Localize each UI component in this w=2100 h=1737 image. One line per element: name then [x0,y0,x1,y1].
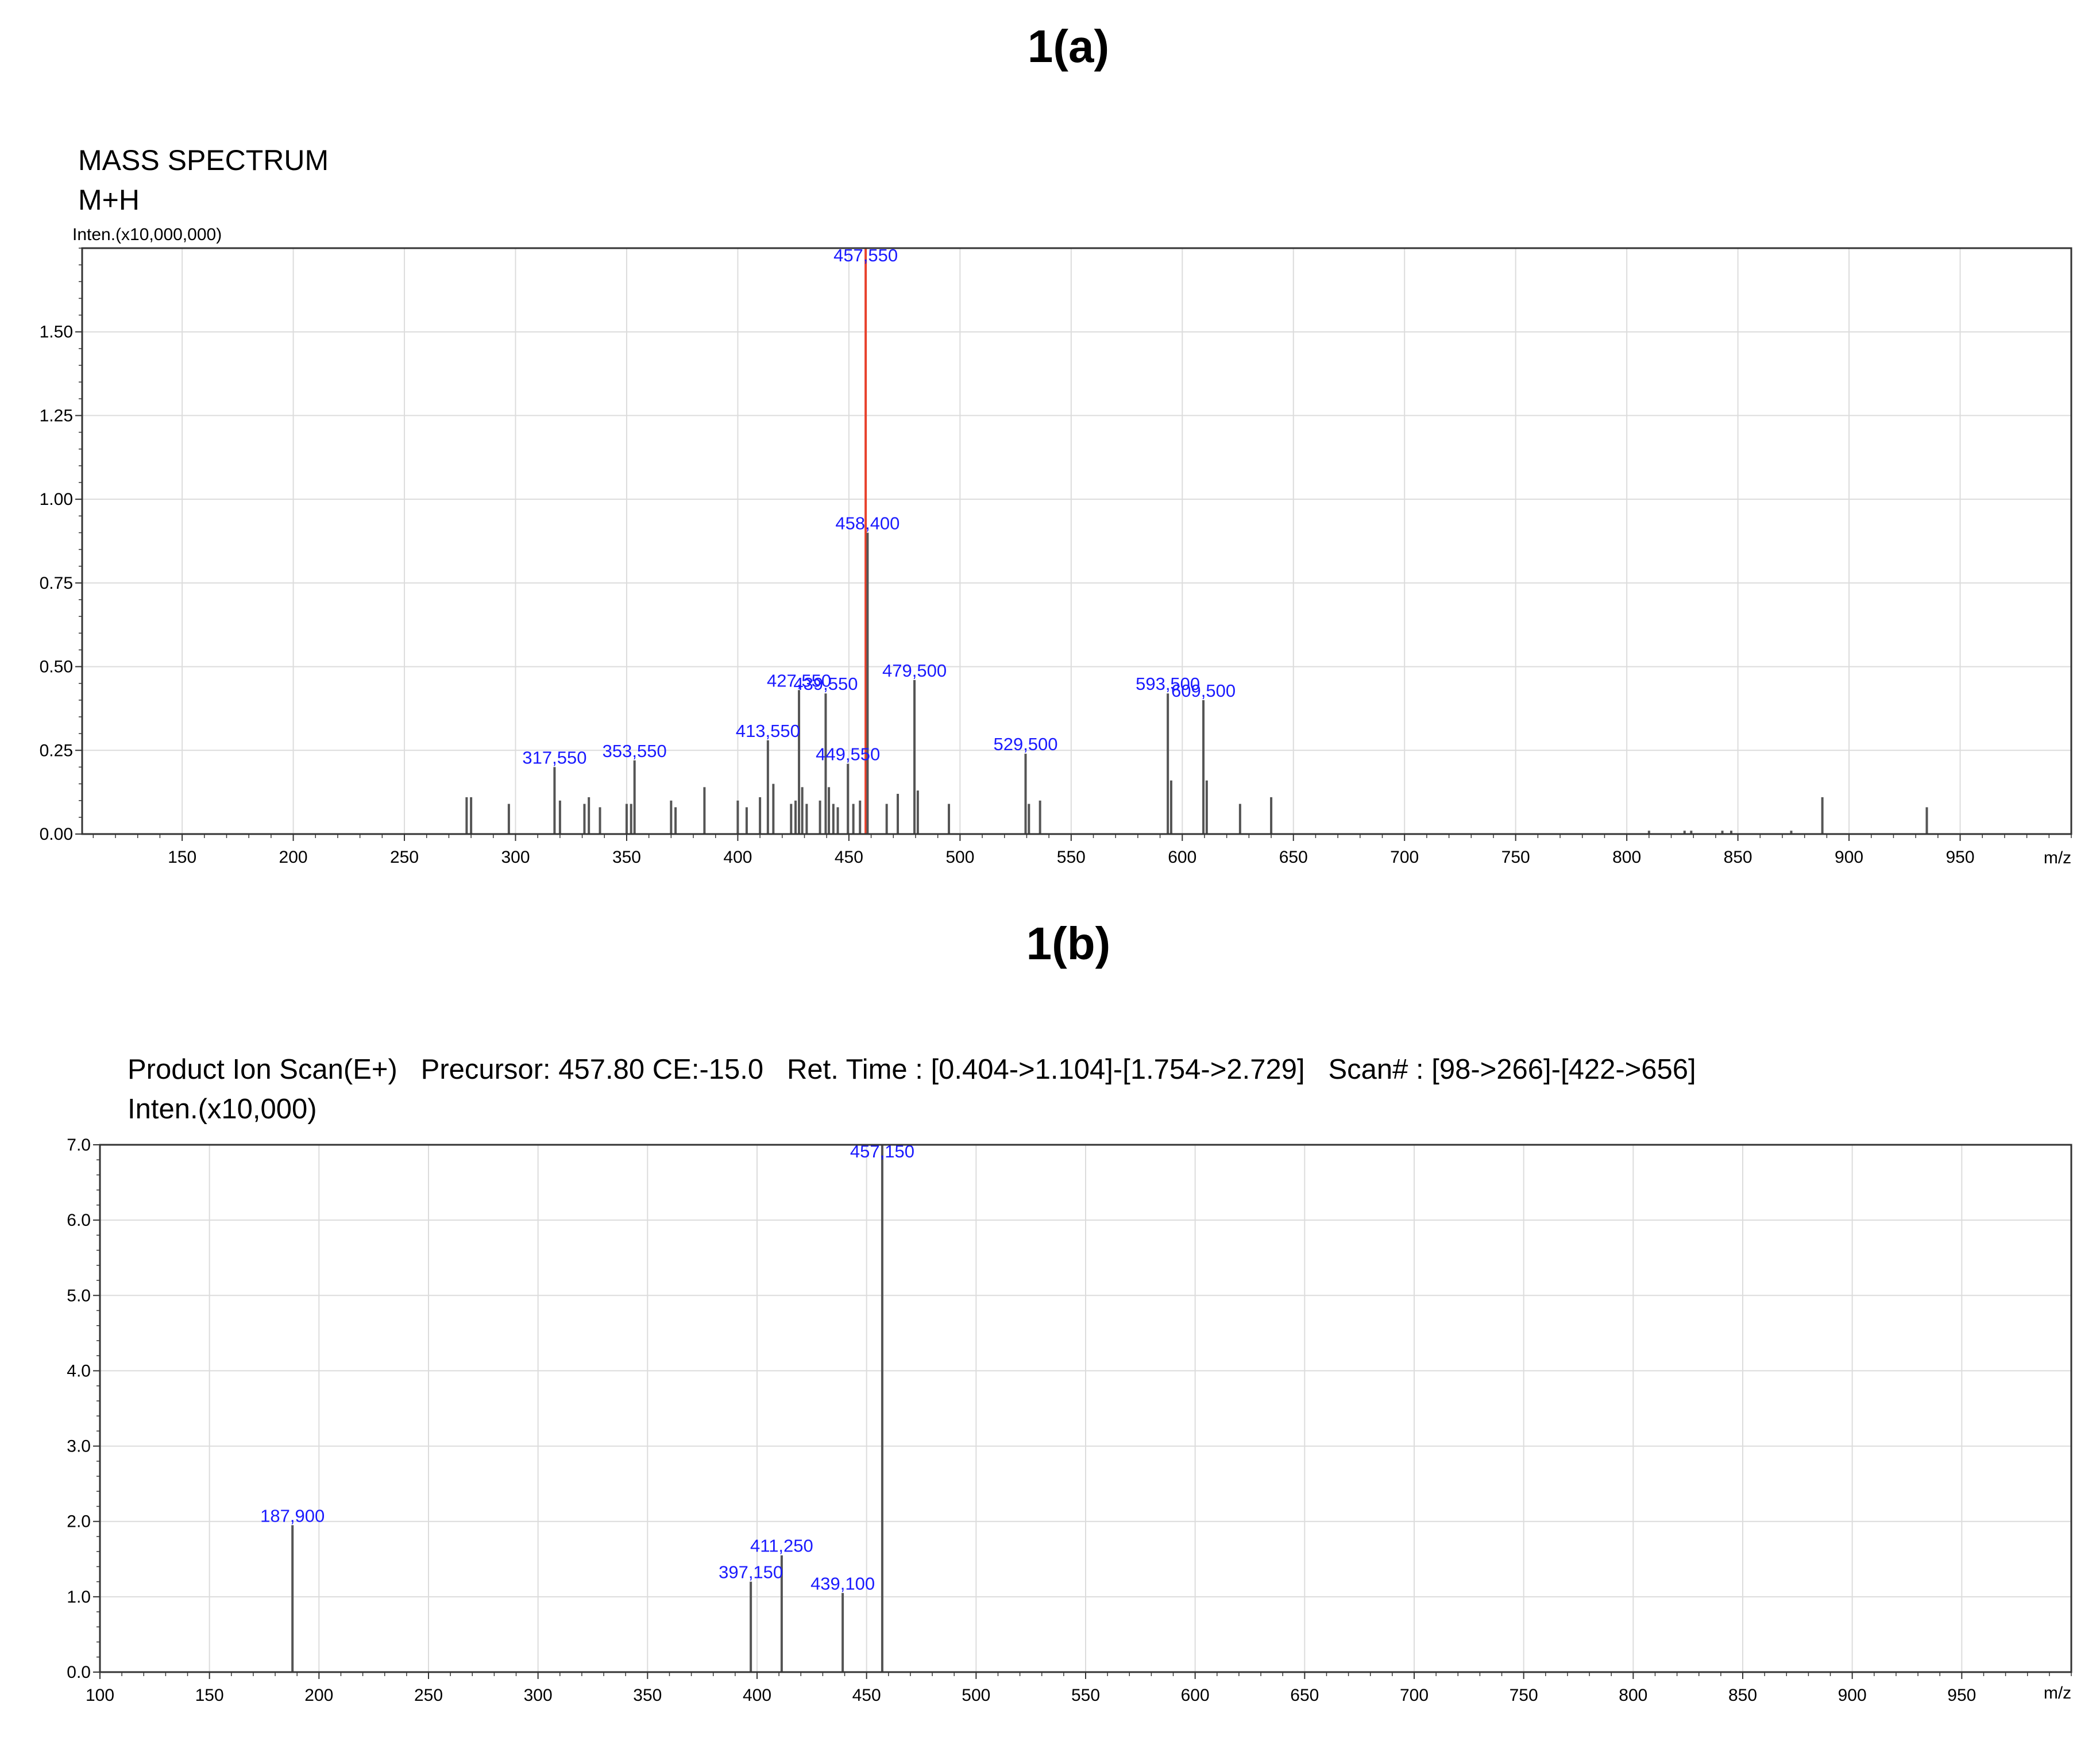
panel-a-gridlines [82,248,2071,834]
panel-b-x-tick-label: 450 [852,1686,881,1705]
panel-a-peak-label: 458,400 [835,513,900,533]
panel-a-x-tick-label: 600 [1168,848,1196,867]
panel-a-plot-frame [81,247,2072,835]
panel-b-x-tick-label: 850 [1728,1686,1757,1705]
panel-b-peak-label: 411,250 [750,1536,813,1556]
panel-b-x-axis-label: m/z [2044,1684,2071,1703]
panel-b-x-tick-label: 750 [1510,1686,1538,1705]
panel-b-y-tick-label: 7.0 [67,1136,91,1155]
panel-a-y-tick-label: 0.50 [40,658,73,677]
panel-b-x-tick-label: 700 [1400,1686,1429,1705]
panel-b-x-tick-label: 550 [1071,1686,1100,1705]
panel-b-y-axis-label: Inten.(x10,000) [128,1094,317,1125]
panel-b-y-tick-label: 6.0 [67,1211,91,1230]
panel-a-x-axis-label: m/z [2044,848,2071,867]
panel-a-x-ticks: 150 200 250 300 350 400 450 500 550 600 650 700 750 8… [92,834,2072,867]
panel-a-y-tick-label: 0.00 [40,825,73,844]
panel-a-y-tick-label: 0.25 [40,741,73,760]
panel-b-gridlines [99,1144,2071,1672]
panel-a-x-tick-label: 800 [1612,848,1641,867]
panel-b-y-ticks: 0.0 1.0 2.0 3.0 4.0 5.0 6.0 7.0 [67,1136,100,1682]
panel-a-y-tick-label: 1.25 [40,406,73,425]
panel-b-label: 1(b) [1026,918,1111,969]
panel-b-x-tick-label: 350 [633,1686,662,1705]
panel-b-x-tick-label: 150 [195,1686,224,1705]
panel-b-y-tick-label: 4.0 [67,1361,91,1380]
panel-b-x-tick-label: 300 [524,1686,553,1705]
panel-b-y-tick-label: 3.0 [67,1437,91,1456]
panel-a-y-ticks: 0.00 0.25 0.50 0.75 1.00 1.25 1.50 [40,248,82,844]
panel-a-peak-label: 479,500 [882,661,947,681]
panel-b-x-ticks: 100 150 200 250 300 350 400 450 500 550 600 650 700 7… [86,1672,2072,1705]
panel-a-y-axis-label: Inten.(x10,000,000) [72,225,222,244]
panel-a-y-tick-label: 1.00 [40,490,73,509]
panel-b-y-tick-label: 1.0 [67,1588,91,1607]
panel-a-x-tick-label: 150 [168,848,196,867]
panel-a-x-tick-label: 250 [390,848,419,867]
panel-b-peaks [291,1145,883,1672]
panel-b-y-tick-label: 5.0 [67,1286,91,1305]
panel-a-x-tick-label: 650 [1279,848,1308,867]
panel-a-peak-label: 593,500 [1136,674,1200,694]
panel-a-peak-label: 449,550 [816,744,880,765]
panel-b-peak-label: 187,900 [260,1506,325,1526]
panel-b-x-tick-label: 900 [1838,1686,1867,1705]
panel-a-peak-label: 427,550 [767,670,831,690]
panel-a-peak-label: 529,500 [993,734,1057,754]
panel-a-x-tick-label: 300 [501,848,530,867]
panel-b-x-tick-label: 200 [304,1686,333,1705]
panel-a-x-tick-label: 950 [1946,848,1975,867]
panel-a-x-tick-label: 350 [612,848,641,867]
panel-b-x-tick-label: 600 [1181,1686,1210,1705]
panel-b-title: Product Ion Scan(E+) Precursor: 457.80 C… [128,1054,1696,1085]
panel-b-peak-label: 397,150 [719,1562,783,1582]
panel-b-y-tick-label: 2.0 [67,1512,91,1531]
panel-b-x-tick-label: 250 [414,1686,443,1705]
panel-a-x-tick-label: 550 [1057,848,1086,867]
panel-a-peak-label: 317,550 [522,747,586,767]
panel-a-label: 1(a) [1028,21,1109,72]
panel-a-peak-label: 439,550 [793,674,858,694]
panel-a: 1(a) MASS SPECTRUM M+H Inten.(x10,000,00… [40,21,2072,867]
panel-b-x-tick-label: 950 [1947,1686,1976,1705]
panel-a-x-tick-label: 750 [1501,848,1530,867]
panel-a-x-tick-label: 850 [1724,848,1752,867]
panel-a-x-tick-label: 200 [279,848,308,867]
panel-a-title: MASS SPECTRUM [78,144,329,176]
panel-a-x-tick-label: 450 [835,848,863,867]
panel-a-subtitle: M+H [78,184,140,216]
panel-b-plot-frame [99,1144,2072,1673]
panel-a-x-tick-label: 700 [1390,848,1419,867]
panel-b-x-tick-label: 800 [1619,1686,1647,1705]
panel-b-x-tick-label: 100 [86,1686,114,1705]
panel-a-x-tick-label: 900 [1835,848,1863,867]
panel-a-y-tick-label: 0.75 [40,574,73,593]
panel-a-x-tick-label: 500 [945,848,974,867]
panel-a-peak-label: 413,550 [736,721,800,741]
panel-b: 1(b) Product Ion Scan(E+) Precursor: 457… [67,918,2072,1705]
panel-b-y-tick-label: 0.0 [67,1663,91,1682]
panel-b-x-tick-label: 650 [1290,1686,1319,1705]
panel-a-peak-label: 353,550 [603,741,667,761]
panel-b-x-tick-label: 500 [962,1686,990,1705]
panel-a-peaks [465,248,1928,834]
panel-a-y-tick-label: 1.50 [40,323,73,342]
panel-b-x-tick-label: 400 [743,1686,771,1705]
panel-a-peak-label: 609,500 [1171,681,1236,701]
panel-a-x-tick-label: 400 [723,848,752,867]
panel-b-peak-label: 439,100 [810,1573,875,1593]
